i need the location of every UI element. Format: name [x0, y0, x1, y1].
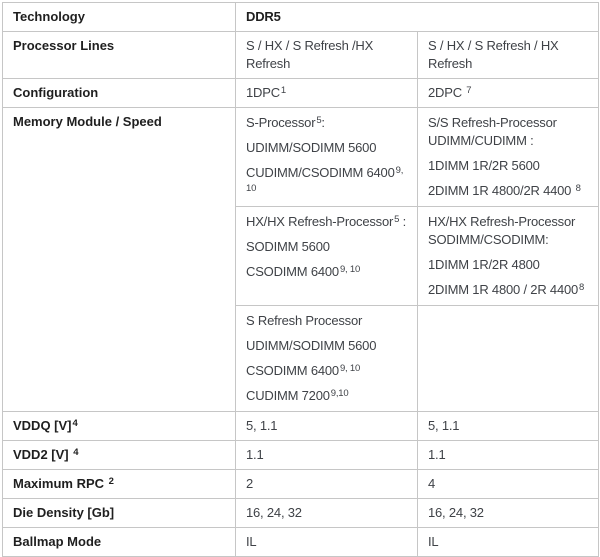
memory-empty-cell: [416, 305, 600, 412]
row-technology: Technology DDR5: [2, 2, 600, 32]
ballmap-mode-2dpc-value: IL: [416, 527, 600, 557]
ballmap-mode-1dpc-value: IL: [235, 527, 418, 557]
memory-module-speed-label: Memory Module / Speed: [2, 107, 236, 412]
die-density-1dpc-value: 16, 24, 32: [235, 498, 418, 528]
configuration-2dpc-value: 2DPC 7: [416, 78, 600, 108]
row-ballmap-mode: Ballmap Mode IL IL: [2, 527, 600, 557]
row-maximum-rpc: Maximum RPC 2 2 4: [2, 469, 600, 499]
row-vddq: VDDQ [V]4 5, 1.1 5, 1.1: [2, 411, 600, 441]
memory-ss-refresh-2dpc-cell: S/S Refresh-Processor UDIMM/CUDIMM :1DIM…: [416, 107, 600, 207]
configuration-label: Configuration: [2, 78, 236, 108]
row-configuration: Configuration 1DPC1 2DPC 7: [2, 78, 600, 108]
maximum-rpc-label: Maximum RPC 2: [2, 469, 236, 499]
ballmap-mode-label: Ballmap Mode: [2, 527, 236, 557]
memory-hx-refresh-2dpc-cell: HX/HX Refresh-Processor SODIMM/CSODIMM: 1…: [416, 206, 600, 306]
technology-value: DDR5: [234, 2, 600, 32]
row-vdd2: VDD2 [V] 4 1.1 1.1: [2, 440, 600, 470]
die-density-2dpc-value: 16, 24, 32: [416, 498, 600, 528]
vddq-1dpc-value: 5, 1.1: [235, 411, 418, 441]
memory-s-refresh-processor-cell: S Refresh Processor UDIMM/SODIMM 5600 CSOD…: [235, 305, 418, 412]
row-die-density: Die Density [Gb] 16, 24, 32 16, 24, 32: [2, 498, 600, 528]
vdd2-1dpc-value: 1.1: [235, 440, 418, 470]
die-density-label: Die Density [Gb]: [2, 498, 236, 528]
maximum-rpc-2dpc-value: 4: [416, 469, 600, 499]
processor-lines-2dpc-value: S / HX / S Refresh / HX Refresh: [416, 31, 600, 79]
technology-label: Technology: [2, 2, 236, 32]
vddq-2dpc-value: 5, 1.1: [416, 411, 600, 441]
memory-hx-processor-cell: HX/HX Refresh-Processor5 : SODIMM 5600 CSO…: [235, 206, 418, 306]
maximum-rpc-1dpc-value: 2: [235, 469, 418, 499]
vddq-label: VDDQ [V]4: [2, 411, 236, 441]
row-memory-sub3: S Refresh Processor UDIMM/SODIMM 5600 CSOD…: [3, 305, 600, 412]
vdd2-2dpc-value: 1.1: [416, 440, 600, 470]
processor-lines-1dpc-value: S / HX / S Refresh /HX Refresh: [235, 31, 418, 79]
row-memory-sub1: Memory Module / Speed S-Processor5: UDIMM…: [2, 107, 600, 412]
configuration-1dpc-value: 1DPC1: [235, 78, 418, 108]
vdd2-label: VDD2 [V] 4: [2, 440, 236, 470]
memory-s-processor-cell: S-Processor5: UDIMM/SODIMM 5600 CUDIMM/CSO…: [235, 107, 418, 207]
row-processor-lines: Processor Lines S / HX / S Refresh /HX R…: [2, 31, 600, 79]
processor-lines-label: Processor Lines: [2, 31, 236, 79]
